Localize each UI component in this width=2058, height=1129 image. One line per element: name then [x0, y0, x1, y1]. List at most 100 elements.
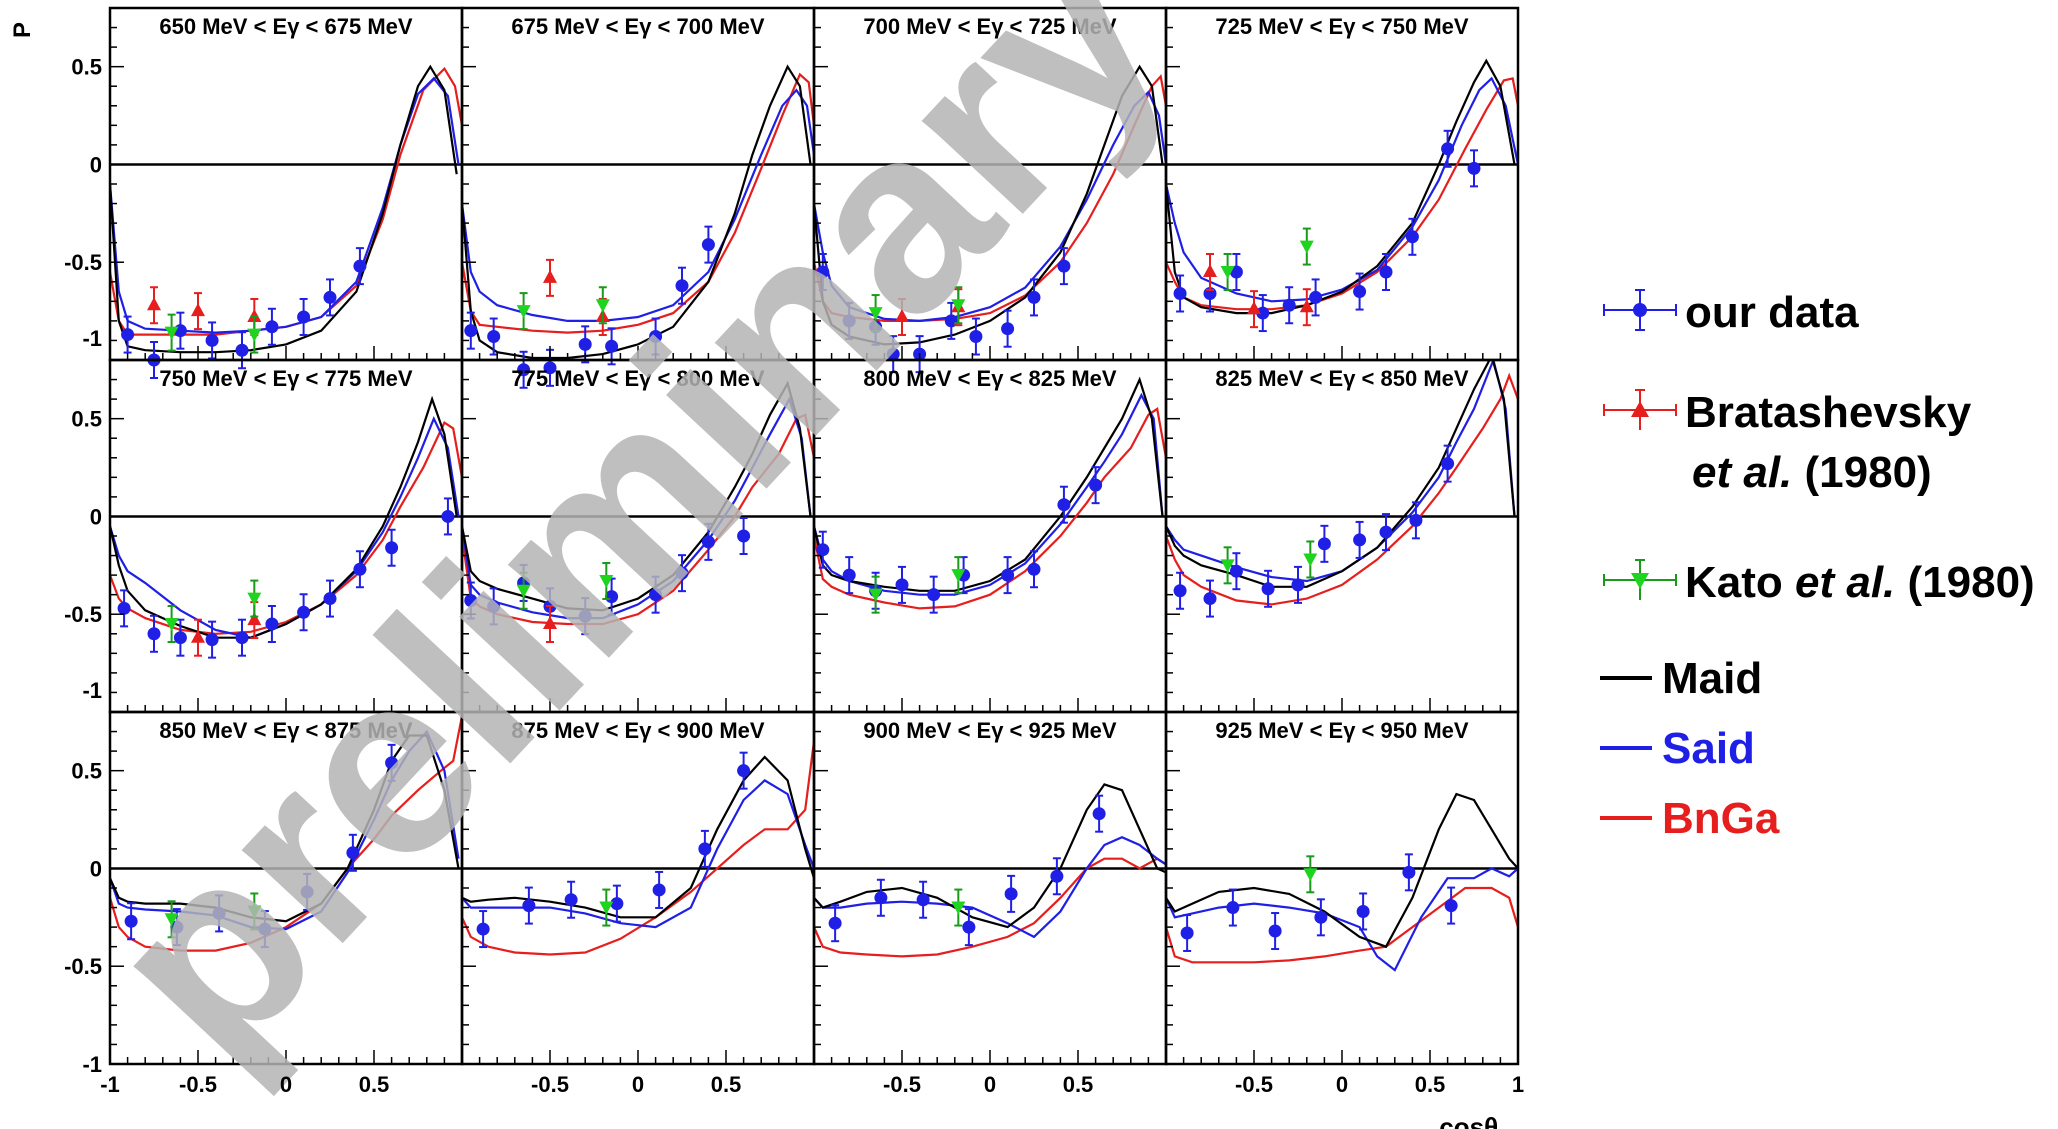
kato-point: [516, 292, 531, 331]
model-curves: [1166, 792, 1518, 972]
panel-10: 875 MeV < Eγ < 900 MeV: [460, 710, 816, 1066]
our-data-point: [737, 751, 751, 790]
panel-title: 900 MeV < Eγ < 925 MeV: [863, 718, 1116, 743]
kato-point: [951, 286, 966, 325]
bratashevsky-point: [147, 286, 161, 325]
panel-9: 850 MeV < Eγ < 875 MeV: [108, 710, 464, 1066]
our-data-point: [916, 880, 930, 919]
model-curves: [1166, 58, 1518, 315]
our-data-point: [842, 556, 856, 595]
panel-title: 825 MeV < Eγ < 850 MeV: [1215, 366, 1468, 391]
our-data-point: [1173, 571, 1187, 610]
x-tick-label: 0.5: [1063, 1072, 1094, 1097]
x-tick-label: 0.5: [1415, 1072, 1446, 1097]
y-axis-title: P: [9, 22, 36, 38]
kato-point: [868, 575, 883, 614]
said-curve: [814, 90, 1166, 323]
kato-marker-icon: [1603, 559, 1677, 600]
our-data-point: [675, 554, 689, 593]
our-data-point: [522, 886, 536, 925]
said-curve: [814, 835, 1166, 939]
our-data-point: [1402, 853, 1416, 892]
our-data-point: [969, 317, 983, 356]
our-data-point: [1282, 286, 1296, 325]
our-data-point: [441, 497, 455, 536]
maid-curve: [110, 64, 458, 354]
x-tick-label: -0.5: [179, 1072, 217, 1097]
our-data-point: [1004, 874, 1018, 913]
legend-label-bratashevsky-cont: et al. (1980): [1692, 448, 1932, 497]
bratashevsky-marker-icon: [1603, 389, 1677, 430]
model-curves: [1166, 360, 1518, 606]
our-data-point: [117, 589, 131, 628]
our-data-point: [323, 579, 337, 618]
bnga-curve: [1166, 372, 1518, 606]
x-tick-label: -1: [100, 1072, 120, 1097]
kato-point: [247, 579, 262, 618]
bnga-line-icon: [1600, 816, 1652, 820]
our-data-point: [385, 528, 399, 567]
x-tick-label: 1: [1512, 1072, 1524, 1097]
our-data-point: [353, 550, 367, 589]
y-tick-label: -0.5: [64, 954, 102, 979]
our-data-point: [1317, 524, 1331, 563]
kato-point: [951, 556, 966, 595]
our-data-point: [1001, 309, 1015, 348]
our-data-point: [652, 870, 666, 909]
x-tick-label: -0.5: [1235, 1072, 1273, 1097]
bratashevsky-point: [191, 292, 205, 331]
our-data-point: [1173, 274, 1187, 313]
said-curve: [110, 76, 460, 334]
our-data-point: [487, 587, 501, 626]
bratashevsky-point: [895, 297, 909, 336]
bratashevsky-point: [543, 258, 557, 297]
y-tick-label: 0.5: [71, 759, 102, 784]
said-curve: [1166, 76, 1518, 303]
our-data-point: [886, 335, 900, 374]
y-tick-label: 0: [90, 152, 102, 177]
our-data-point: [1180, 913, 1194, 952]
panel-4: 725 MeV < Eγ < 750 MeV: [1164, 6, 1520, 362]
model-curves: [814, 783, 1166, 958]
bnga-curve: [1166, 77, 1518, 311]
panel-title: 750 MeV < Eγ < 775 MeV: [159, 366, 412, 391]
our-data-point: [649, 575, 663, 614]
our-data-point: [605, 327, 619, 366]
our-data-point: [1379, 513, 1393, 552]
kato-point: [1303, 540, 1318, 579]
our-data-point: [121, 315, 135, 354]
our-data-point: [1268, 912, 1282, 951]
legend-label-kato: Kato et al. (1980): [1685, 558, 2035, 607]
said-curve: [462, 779, 814, 929]
our-data-point: [1027, 278, 1041, 317]
y-tick-label: -0.5: [64, 250, 102, 275]
our-data-marker-icon: [1603, 289, 1677, 331]
our-data-point: [265, 307, 279, 346]
our-data-point: [1256, 294, 1270, 333]
bnga-curve: [1166, 886, 1518, 964]
maid-curve: [814, 783, 1166, 929]
maid-curve: [814, 64, 1164, 346]
our-data-point: [1229, 253, 1243, 291]
our-data-point: [1027, 550, 1041, 589]
said-line-icon: [1600, 746, 1652, 750]
panel-title: 925 MeV < Eγ < 950 MeV: [1215, 718, 1468, 743]
y-tick-label: 0.5: [71, 55, 102, 80]
our-data-point: [323, 278, 337, 317]
our-data-point: [205, 321, 219, 360]
kato-point: [1303, 855, 1318, 894]
bratashevsky-point: [543, 605, 557, 643]
x-tick-label: 0: [632, 1072, 644, 1097]
our-data-point: [1226, 888, 1240, 927]
y-tick-label: -1: [82, 326, 102, 351]
legend-label-maid: Maid: [1662, 654, 1763, 703]
legend-label-said: Said: [1662, 724, 1755, 773]
our-data-point: [927, 575, 941, 614]
our-data-point: [913, 335, 927, 374]
our-data-point: [1089, 466, 1103, 505]
watermark-text: preliminary: [51, 0, 1221, 1111]
our-data-point: [828, 904, 842, 943]
our-data-point: [1353, 272, 1367, 311]
bratashevsky-point: [1299, 288, 1314, 327]
